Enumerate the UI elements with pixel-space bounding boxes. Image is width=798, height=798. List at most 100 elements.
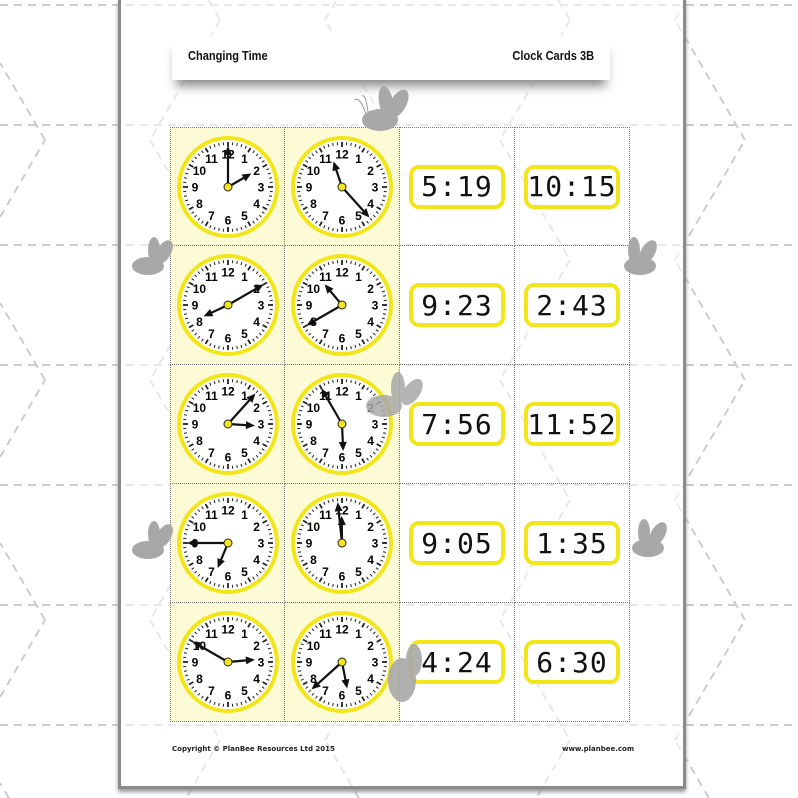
- clock-number: 3: [257, 299, 264, 313]
- clock-number: 5: [241, 565, 248, 579]
- clock-number: 8: [310, 197, 317, 211]
- clock-center: [223, 538, 232, 548]
- clock-number: 10: [307, 401, 321, 415]
- clock-number: 3: [372, 656, 379, 670]
- clock-number: 11: [205, 389, 218, 403]
- minute-hand: [311, 661, 343, 690]
- digital-time-card: 10:15: [515, 127, 630, 246]
- digital-time: 6:30: [524, 640, 620, 684]
- clock-number: 2: [367, 639, 374, 653]
- clock-number: 5: [355, 684, 362, 698]
- clock-number: 4: [253, 315, 260, 329]
- digital-time-card: 11:52: [515, 365, 630, 484]
- digital-time: 2:43: [524, 283, 620, 327]
- clock-number: 6: [224, 213, 231, 227]
- clock-number: 4: [367, 553, 374, 567]
- clock-number: 1: [241, 270, 248, 284]
- clock-number: 8: [196, 553, 203, 567]
- clock-number: 7: [208, 446, 215, 460]
- clock-number: 1: [241, 389, 248, 403]
- clock-number: 4: [253, 434, 260, 448]
- clock-center: [337, 300, 347, 310]
- clock-number: 12: [221, 623, 235, 637]
- clock-number: 8: [310, 553, 317, 567]
- clock-number: 3: [257, 537, 264, 551]
- clock-number: 9: [191, 418, 198, 432]
- bee-icon: [624, 237, 657, 275]
- clock-number: 6: [339, 570, 346, 584]
- clock-number: 1: [355, 627, 362, 641]
- clock-number: 11: [319, 627, 332, 641]
- clock-number: 12: [335, 147, 349, 161]
- clock-center: [223, 300, 232, 310]
- minute-hand: [226, 284, 264, 306]
- digital-time: 10:15: [524, 164, 620, 209]
- digital-time: 9:23: [409, 283, 505, 327]
- clock-number: 1: [355, 151, 362, 165]
- bee-icon: [366, 372, 423, 417]
- clock-number: 2: [367, 520, 374, 534]
- clock-number: 4: [367, 672, 374, 686]
- clock-number: 11: [205, 270, 218, 284]
- clock-number: 10: [307, 164, 321, 178]
- clock-number: 5: [355, 565, 362, 579]
- clock-number: 11: [319, 270, 332, 284]
- clock-number: 8: [196, 672, 203, 686]
- clock-number: 12: [335, 266, 349, 280]
- clock-number: 1: [241, 151, 248, 165]
- clock-number: 6: [224, 332, 231, 346]
- bee-icon: [353, 86, 409, 131]
- clock-number: 8: [310, 672, 317, 686]
- clock-number: 5: [355, 446, 362, 460]
- clock-center: [337, 657, 347, 667]
- clock-number: 3: [372, 418, 379, 432]
- clock-number: 5: [355, 327, 362, 341]
- clock-number: 3: [257, 418, 264, 432]
- clock-number: 10: [307, 520, 321, 534]
- website-text: www.planbee.com: [562, 745, 635, 753]
- clock-number: 12: [335, 623, 349, 637]
- clock-number: 7: [322, 327, 329, 341]
- clock-number: 9: [191, 656, 198, 670]
- clock-number: 5: [241, 446, 248, 460]
- digital-time: 5:19: [409, 164, 505, 209]
- clock-number: 5: [355, 209, 362, 223]
- clock-number: 7: [322, 684, 329, 698]
- clock-number: 9: [306, 418, 313, 432]
- clock-center: [223, 419, 232, 429]
- minute-hand: [321, 388, 343, 425]
- clock-number: 8: [196, 434, 203, 448]
- clock-center: [223, 657, 232, 667]
- clock-number: 5: [241, 209, 248, 223]
- clock-number: 10: [192, 401, 206, 415]
- clock-number: 11: [319, 151, 332, 165]
- clock-number: 6: [339, 332, 346, 346]
- clock-number: 6: [224, 570, 231, 584]
- clock-number: 2: [367, 282, 374, 296]
- clock-number: 4: [253, 197, 260, 211]
- minute-hand: [191, 641, 229, 663]
- clock-number: 2: [253, 401, 260, 415]
- page-subtitle: Clock Cards 3B: [512, 48, 594, 63]
- digital-time-card: 9:23: [400, 246, 515, 365]
- clock-number: 10: [192, 164, 206, 178]
- header-banner: Changing Time Clock Cards 3B: [172, 36, 610, 80]
- clock-number: 3: [257, 180, 264, 194]
- clock-number: 7: [208, 327, 215, 341]
- clock-number: 4: [253, 553, 260, 567]
- clock-number: 7: [208, 684, 215, 698]
- clock-number: 6: [224, 451, 231, 465]
- clock-number: 7: [322, 209, 329, 223]
- clock-number: 1: [241, 508, 248, 522]
- clock-number: 7: [322, 446, 329, 460]
- digital-time-card: 7:56: [400, 365, 515, 484]
